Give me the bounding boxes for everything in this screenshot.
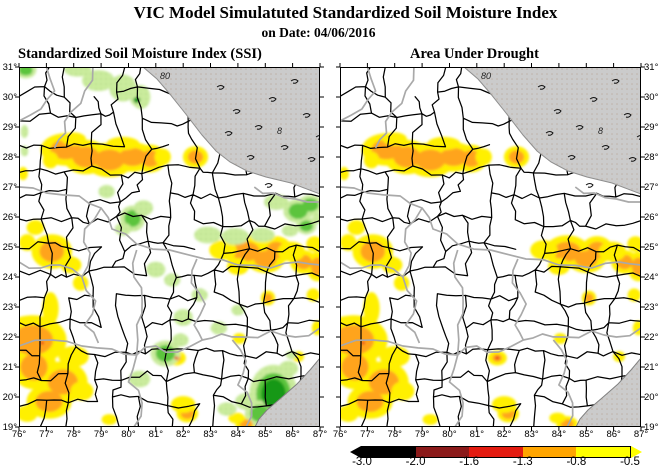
ssi-map: 80 8 — [15, 63, 324, 431]
lat-tick-label: 28° — [2, 152, 17, 163]
colorbar-label: -1.3 — [512, 456, 533, 468]
lat-tick-label: 20° — [2, 392, 17, 403]
colorbar-label: -2.0 — [405, 456, 426, 468]
colorbar-right-arrow — [631, 446, 642, 458]
terrain-squiggles — [216, 79, 320, 188]
drought-map: 80 8 — [336, 63, 645, 431]
lat-tick-label: 29° — [644, 122, 659, 133]
lat-tick-label: 24° — [644, 272, 659, 283]
lon-tick-label: 85° — [258, 429, 273, 440]
drought-color-patches — [340, 132, 641, 427]
contour-label: 8 — [598, 126, 603, 136]
lat-tick-label: 29° — [2, 122, 17, 133]
map-frame — [15, 63, 324, 431]
lon-tick-label: 77° — [360, 429, 375, 440]
lon-tick-label: 77° — [39, 429, 54, 440]
lon-tick-label: 80° — [121, 429, 136, 440]
contour-label: 80 — [481, 71, 491, 81]
lat-tick-label: 31° — [644, 62, 659, 73]
lon-tick-label: 82° — [175, 429, 191, 440]
lat-tick-label: 27° — [2, 182, 17, 193]
panel-title-drought: Area Under Drought — [410, 46, 539, 62]
lat-tick-label: 25° — [644, 242, 659, 253]
colorbar-label: -1.6 — [459, 456, 480, 468]
lat-tick-label: 22° — [644, 332, 659, 343]
lat-tick-label: 19° — [2, 422, 17, 433]
lat-tick-label: 21° — [2, 362, 17, 373]
colorbar-segment — [522, 447, 577, 457]
lon-tick-label: 80° — [442, 429, 457, 440]
lat-tick-label: 28° — [644, 152, 659, 163]
lat-tick-label: 27° — [644, 182, 659, 193]
lon-tick-label: 86° — [285, 429, 300, 440]
lat-tick-label: 19° — [644, 422, 659, 433]
lon-tick-label: 87° — [633, 429, 649, 440]
lon-tick-label: 84° — [230, 429, 246, 440]
lon-tick-label: 78° — [66, 429, 81, 440]
ssi-color-patches — [19, 67, 320, 427]
lat-tick-label: 23° — [2, 302, 17, 313]
lon-tick-label: 87° — [312, 429, 328, 440]
lat-tick-label: 31° — [2, 62, 17, 73]
sea-mask — [254, 357, 320, 427]
map-content: 80 8 — [340, 67, 641, 427]
contour-label: 8 — [277, 126, 282, 136]
colorbar-label: -0.8 — [566, 456, 587, 468]
lat-tick-label: 23° — [644, 302, 659, 313]
lat-tick-label: 30° — [2, 92, 17, 103]
lon-tick-label: 82° — [496, 429, 512, 440]
lon-tick-label: 76° — [11, 429, 27, 440]
colorbar — [350, 446, 642, 458]
figure-title: VIC Model Simulatuted Standardized Soil … — [133, 3, 558, 22]
lon-tick-label: 81° — [148, 429, 163, 440]
lon-tick-label: 78° — [387, 429, 402, 440]
lat-tick-label: 30° — [644, 92, 659, 103]
lat-tick-label: 26° — [644, 212, 659, 223]
colorbar-segment — [469, 447, 523, 457]
lat-tick-label: 22° — [2, 332, 17, 343]
lat-tick-label: 21° — [644, 362, 659, 373]
lat-tick-label: 25° — [2, 242, 17, 253]
colorbar-label: -0.5 — [620, 456, 640, 468]
map-frame — [336, 63, 645, 431]
lon-tick-label: 79° — [414, 429, 430, 440]
lon-tick-label: 81° — [469, 429, 484, 440]
map-content: 80 8 — [19, 67, 320, 427]
lon-tick-label: 83° — [203, 429, 218, 440]
lon-tick-label: 86° — [606, 429, 621, 440]
figure-subtitle: on Date: 04/06/2016 — [261, 25, 376, 40]
colorbar-segment — [415, 447, 470, 457]
sea-mask — [575, 357, 641, 427]
contour-label: 80 — [160, 71, 170, 81]
lon-tick-label: 76° — [332, 429, 348, 440]
colorbar-segment — [362, 447, 416, 457]
lon-tick-label: 83° — [524, 429, 539, 440]
lon-tick-label: 85° — [579, 429, 594, 440]
colorbar-label: -3.0 — [352, 456, 372, 468]
panel-title-ssi: Standardized Soil Moisture Index (SSI) — [18, 46, 262, 62]
lon-tick-label: 84° — [551, 429, 567, 440]
lat-tick-label: 26° — [2, 212, 17, 223]
state-borders — [340, 67, 641, 427]
lat-tick-label: 24° — [2, 272, 17, 283]
lat-tick-label: 20° — [644, 392, 659, 403]
colorbar-left-arrow — [350, 446, 361, 458]
state-borders — [19, 67, 320, 427]
colorbar-segment — [576, 447, 630, 457]
lon-tick-label: 79° — [93, 429, 109, 440]
colorbar-segments — [361, 446, 631, 458]
terrain-squiggles — [537, 79, 641, 188]
